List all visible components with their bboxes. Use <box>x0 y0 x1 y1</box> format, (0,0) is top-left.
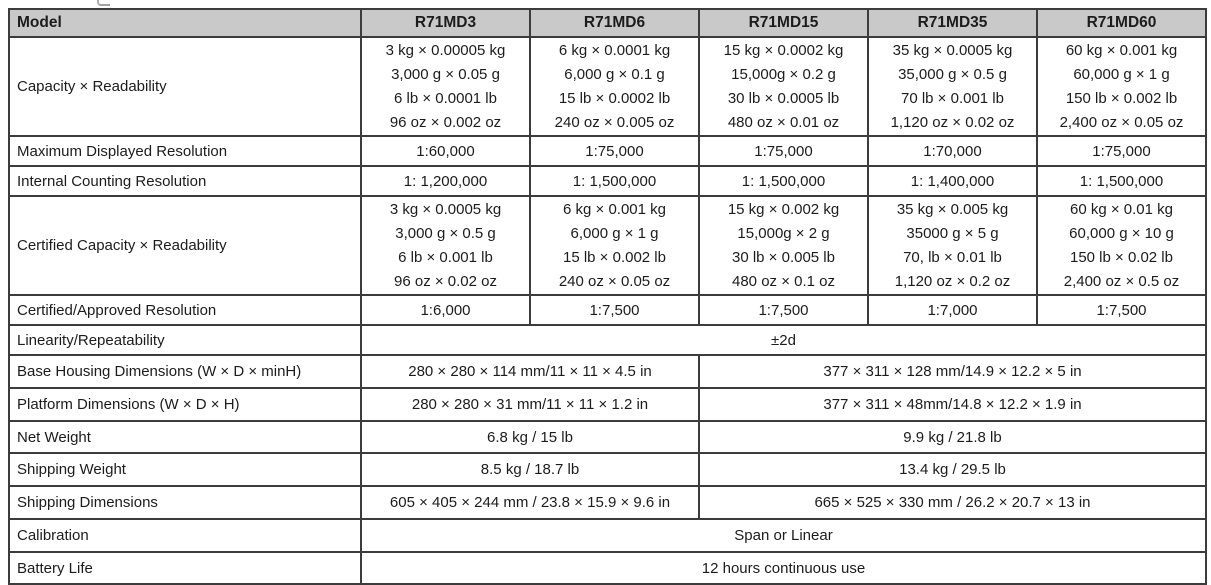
value-cell: 3 kg × 0.0005 kg 3,000 g × 0.5 g 6 lb × … <box>360 195 531 296</box>
value-cell-group-b: 377 × 311 × 128 mm/14.9 × 12.2 × 5 in <box>698 354 1207 389</box>
value-cell: 6 kg × 0.0001 kg 6,000 g × 0.1 g 15 lb ×… <box>529 36 700 137</box>
value-cell: 1:75,000 <box>529 135 700 167</box>
header-row: Model R71MD3 R71MD6 R71MD15 R71MD35 R71M… <box>8 8 1207 38</box>
value-cell-group-a: 280 × 280 × 114 mm/11 × 11 × 4.5 in <box>360 354 700 389</box>
value-cell: 1:6,000 <box>360 294 531 326</box>
value-cell: 1: 1,200,000 <box>360 165 531 197</box>
model-column-header-r71md15: R71MD15 <box>698 8 869 38</box>
row-label-certified-capacity: Certified Capacity × Readability <box>8 195 362 296</box>
specifications-table: Model R71MD3 R71MD6 R71MD15 R71MD35 R71M… <box>8 8 1207 585</box>
value-cell: 1:7,500 <box>529 294 700 326</box>
row-label-base-housing: Base Housing Dimensions (W × D × minH) <box>8 354 362 389</box>
value-cell-span-all: Span or Linear <box>360 518 1207 553</box>
row-label-shipping-weight: Shipping Weight <box>8 452 362 487</box>
value-cell: 35 kg × 0.0005 kg 35,000 g × 0.5 g 70 lb… <box>867 36 1038 137</box>
value-cell-group-a: 6.8 kg / 15 lb <box>360 420 700 454</box>
model-header-label: Model <box>8 8 362 38</box>
value-cell-group-b: 13.4 kg / 29.5 lb <box>698 452 1207 487</box>
model-column-header-r71md6: R71MD6 <box>529 8 700 38</box>
value-cell: 15 kg × 0.0002 kg 15,000g × 0.2 g 30 lb … <box>698 36 869 137</box>
value-cell: 60 kg × 0.001 kg 60,000 g × 1 g 150 lb ×… <box>1036 36 1207 137</box>
spec-sheet-page: Model R71MD3 R71MD6 R71MD15 R71MD35 R71M… <box>8 0 1207 585</box>
value-cell: 1:75,000 <box>1036 135 1207 167</box>
row-label-calibration: Calibration <box>8 518 362 553</box>
row-certified-capacity: Certified Capacity × Readability 3 kg × … <box>8 195 1207 296</box>
value-cell-group-b: 377 × 311 × 48mm/14.8 × 12.2 × 1.9 in <box>698 387 1207 422</box>
model-column-header-r71md60: R71MD60 <box>1036 8 1207 38</box>
model-column-header-r71md3: R71MD3 <box>360 8 531 38</box>
row-certified-resolution: Certified/Approved Resolution 1:6,000 1:… <box>8 294 1207 326</box>
value-cell: 15 kg × 0.002 kg 15,000g × 2 g 30 lb × 0… <box>698 195 869 296</box>
row-linearity: Linearity/Repeatability ±2d <box>8 324 1207 356</box>
row-label-battery-life: Battery Life <box>8 551 362 585</box>
row-label-internal-counting-resolution: Internal Counting Resolution <box>8 165 362 197</box>
row-max-displayed-resolution: Maximum Displayed Resolution 1:60,000 1:… <box>8 135 1207 167</box>
row-capacity: Capacity × Readability 3 kg × 0.00005 kg… <box>8 36 1207 137</box>
row-shipping-dimensions: Shipping Dimensions 605 × 405 × 244 mm /… <box>8 485 1207 520</box>
value-cell: 1: 1,400,000 <box>867 165 1038 197</box>
row-platform: Platform Dimensions (W × D × H) 280 × 28… <box>8 387 1207 422</box>
value-cell-span-all: 12 hours continuous use <box>360 551 1207 585</box>
row-label-capacity: Capacity × Readability <box>8 36 362 137</box>
row-label-platform: Platform Dimensions (W × D × H) <box>8 387 362 422</box>
value-cell: 60 kg × 0.01 kg 60,000 g × 10 g 150 lb ×… <box>1036 195 1207 296</box>
row-net-weight: Net Weight 6.8 kg / 15 lb 9.9 kg / 21.8 … <box>8 420 1207 454</box>
value-cell: 1: 1,500,000 <box>529 165 700 197</box>
value-cell: 1:75,000 <box>698 135 869 167</box>
value-cell: 1:7,000 <box>867 294 1038 326</box>
value-cell-group-a: 605 × 405 × 244 mm / 23.8 × 15.9 × 9.6 i… <box>360 485 700 520</box>
row-calibration: Calibration Span or Linear <box>8 518 1207 553</box>
value-cell: 1:7,500 <box>1036 294 1207 326</box>
value-cell: 3 kg × 0.00005 kg 3,000 g × 0.05 g 6 lb … <box>360 36 531 137</box>
value-cell: 1: 1,500,000 <box>1036 165 1207 197</box>
cropped-text-artifact <box>97 0 110 6</box>
value-cell-group-a: 8.5 kg / 18.7 lb <box>360 452 700 487</box>
value-cell-span-all: ±2d <box>360 324 1207 356</box>
model-column-header-r71md35: R71MD35 <box>867 8 1038 38</box>
value-cell-group-b: 665 × 525 × 330 mm / 26.2 × 20.7 × 13 in <box>698 485 1207 520</box>
row-shipping-weight: Shipping Weight 8.5 kg / 18.7 lb 13.4 kg… <box>8 452 1207 487</box>
row-battery-life: Battery Life 12 hours continuous use <box>8 551 1207 585</box>
row-label-shipping-dimensions: Shipping Dimensions <box>8 485 362 520</box>
value-cell: 1:70,000 <box>867 135 1038 167</box>
row-internal-counting-resolution: Internal Counting Resolution 1: 1,200,00… <box>8 165 1207 197</box>
value-cell-group-b: 9.9 kg / 21.8 lb <box>698 420 1207 454</box>
value-cell: 1:60,000 <box>360 135 531 167</box>
row-label-certified-resolution: Certified/Approved Resolution <box>8 294 362 326</box>
row-base-housing: Base Housing Dimensions (W × D × minH) 2… <box>8 354 1207 389</box>
value-cell: 1:7,500 <box>698 294 869 326</box>
value-cell: 1: 1,500,000 <box>698 165 869 197</box>
value-cell-group-a: 280 × 280 × 31 mm/11 × 11 × 1.2 in <box>360 387 700 422</box>
value-cell: 6 kg × 0.001 kg 6,000 g × 1 g 15 lb × 0.… <box>529 195 700 296</box>
row-label-max-displayed-resolution: Maximum Displayed Resolution <box>8 135 362 167</box>
value-cell: 35 kg × 0.005 kg 35000 g × 5 g 70, lb × … <box>867 195 1038 296</box>
row-label-net-weight: Net Weight <box>8 420 362 454</box>
row-label-linearity: Linearity/Repeatability <box>8 324 362 356</box>
